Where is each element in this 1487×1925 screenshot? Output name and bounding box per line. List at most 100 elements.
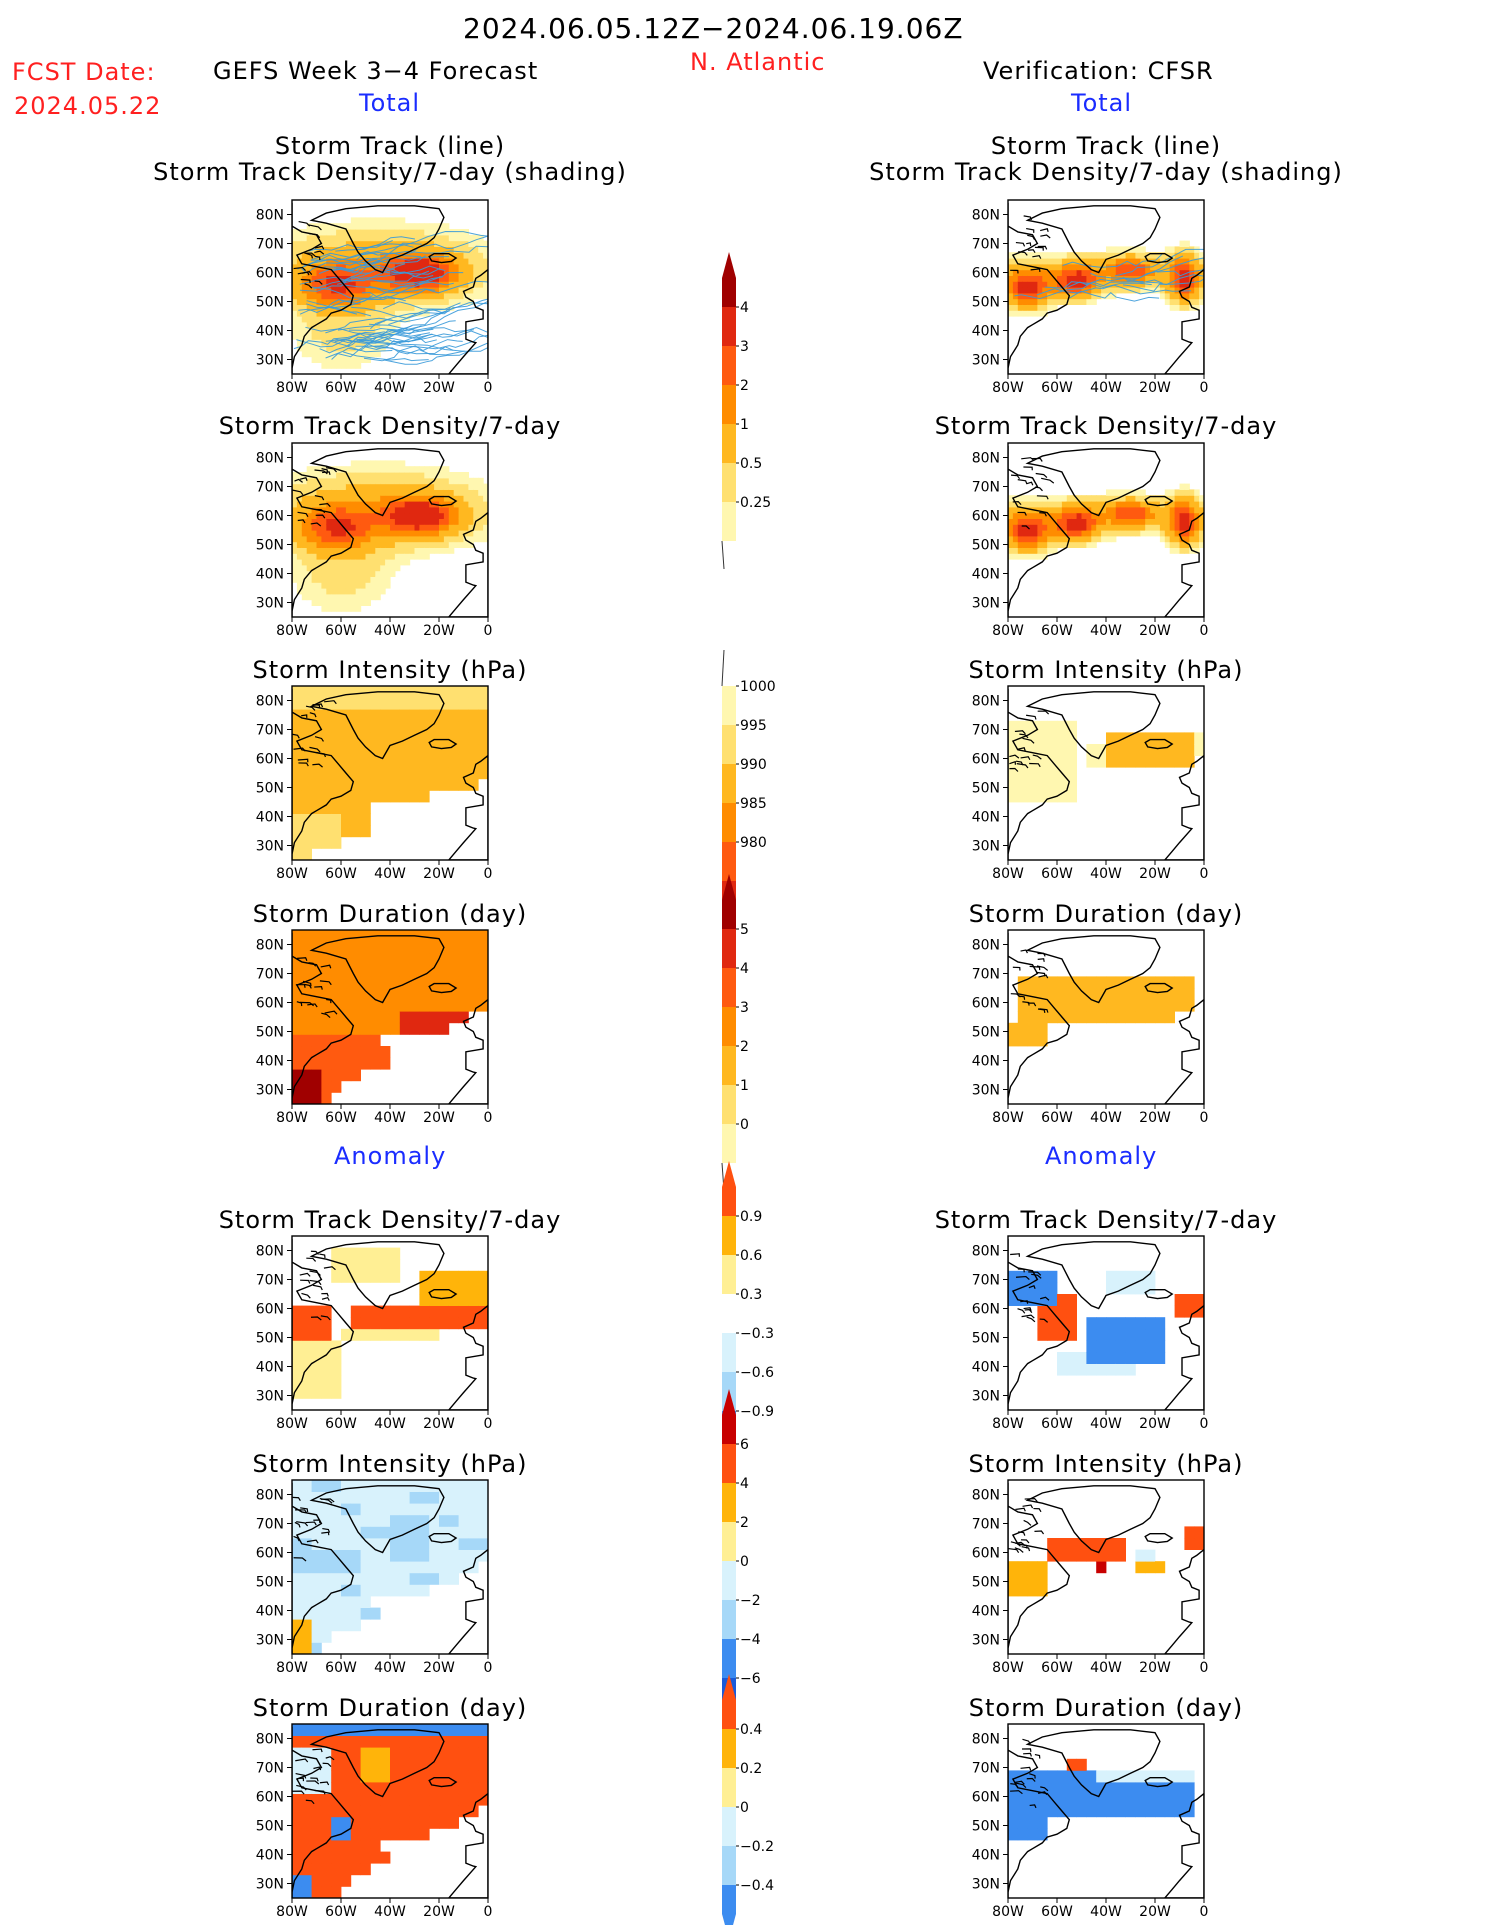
- grid-cell: [375, 518, 381, 525]
- grid-cell: [306, 287, 313, 294]
- grid-cell: [1150, 252, 1156, 259]
- grid-cell: [296, 310, 303, 317]
- grid-cell: [458, 1270, 469, 1283]
- grid-cell: [355, 240, 362, 247]
- grid-cell: [1199, 263, 1204, 271]
- grid-cell: [316, 588, 322, 595]
- grid-cell: [1150, 524, 1156, 531]
- grid-cell: [355, 298, 362, 305]
- grid-cell: [1066, 524, 1073, 531]
- grid-cell: [360, 333, 367, 340]
- grid-cell: [463, 252, 469, 259]
- grid-cell: [292, 252, 298, 259]
- grid-cell: [365, 223, 371, 230]
- grid-cell: [360, 1724, 371, 1736]
- grid-cell: [1086, 1363, 1097, 1376]
- grid-cell: [409, 223, 416, 230]
- grid-cell: [1135, 744, 1146, 756]
- grid-cell: [1022, 275, 1029, 282]
- grid-cell: [341, 588, 347, 595]
- grid-cell: [468, 1724, 479, 1736]
- grid-cell: [468, 1747, 479, 1760]
- island-coastline: [1036, 965, 1049, 971]
- grid-cell: [1086, 755, 1097, 768]
- grid-cell: [448, 1782, 459, 1794]
- grid-cell: [296, 229, 303, 236]
- y-tick-label: 60N: [972, 752, 1000, 768]
- x-tick-label: 80W: [992, 866, 1024, 882]
- grid-cell: [409, 547, 416, 554]
- grid-cell: [1047, 1270, 1058, 1283]
- grid-cell: [409, 524, 416, 531]
- grid-cell: [311, 1352, 322, 1364]
- grid-cell: [448, 229, 455, 236]
- grid-cell: [1066, 275, 1073, 282]
- grid-cell: [1042, 263, 1048, 271]
- grid-cell: [1189, 501, 1195, 508]
- grid-cell: [1008, 281, 1014, 288]
- grid-cell: [458, 477, 465, 485]
- grid-cell: [443, 483, 450, 490]
- colorbar-label: 0.25: [740, 495, 771, 511]
- island-coastline: [321, 1292, 329, 1297]
- grid-cell: [390, 778, 401, 791]
- x-tick-label: 20W: [1139, 1660, 1171, 1676]
- grid-cell: [292, 1069, 303, 1082]
- grid-cell: [434, 246, 440, 253]
- grid-cell: [458, 530, 465, 537]
- island-coastline: [321, 1296, 330, 1301]
- grid-cell: [1091, 298, 1097, 305]
- grid-cell: [311, 1022, 322, 1035]
- grid-cell: [336, 292, 342, 300]
- island-coastline: [1009, 760, 1016, 765]
- grid-cell: [321, 1782, 332, 1794]
- grid-cell: [434, 518, 440, 525]
- grid-cell: [365, 234, 371, 242]
- grid-cell: [1101, 275, 1107, 282]
- grid-cell: [1008, 1270, 1019, 1283]
- grid-cell: [345, 570, 352, 577]
- north-america-coastline: [1008, 202, 1071, 374]
- grid-cell: [1066, 988, 1077, 1000]
- grid-cell: [360, 1247, 371, 1260]
- grid-cell: [468, 1526, 479, 1539]
- grid-cell: [429, 1305, 440, 1318]
- x-tick-label: 60W: [1041, 1904, 1073, 1920]
- grid-cell: [360, 477, 367, 485]
- grid-cell: [1047, 1282, 1058, 1295]
- grid-cell: [326, 518, 332, 525]
- grid-cell: [1027, 512, 1034, 519]
- grid-cell: [434, 240, 440, 247]
- grid-cell: [311, 298, 318, 305]
- grid-cell: [1066, 1305, 1077, 1318]
- island-coastline: [319, 1497, 333, 1504]
- grid-cell: [341, 1584, 352, 1597]
- grid-cell: [355, 234, 362, 242]
- grid-cell: [1199, 506, 1204, 514]
- island-coastline: [293, 266, 306, 271]
- grid-cell: [1125, 1328, 1136, 1341]
- grid-cell: [1125, 988, 1136, 1000]
- grid-cell: [301, 240, 308, 247]
- grid-cell: [1027, 1805, 1038, 1818]
- grid-cell: [1037, 767, 1048, 780]
- grid-cell: [370, 217, 376, 224]
- grid-cell: [429, 1270, 440, 1283]
- grid-cell: [390, 1491, 401, 1504]
- grid-cell: [341, 697, 352, 710]
- grid-cell: [1135, 1549, 1146, 1562]
- grid-cell: [463, 234, 469, 242]
- grid-cell: [321, 234, 327, 242]
- grid-cell: [1027, 524, 1034, 531]
- grid-cell: [370, 582, 376, 589]
- grid-cell: [341, 472, 347, 479]
- storm-track-line: [325, 343, 465, 359]
- grid-cell: [345, 304, 352, 311]
- grid-cell: [1174, 246, 1181, 253]
- island-coastline: [1028, 249, 1036, 254]
- grid-cell: [1027, 287, 1034, 294]
- grid-cell: [331, 489, 337, 496]
- grid-cell: [478, 477, 484, 485]
- y-tick-label: 40N: [256, 1604, 284, 1620]
- grid-cell: [360, 495, 367, 502]
